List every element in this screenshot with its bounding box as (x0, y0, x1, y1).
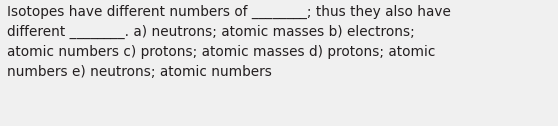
Text: Isotopes have different numbers of ________; thus they also have
different _____: Isotopes have different numbers of _____… (7, 5, 450, 80)
